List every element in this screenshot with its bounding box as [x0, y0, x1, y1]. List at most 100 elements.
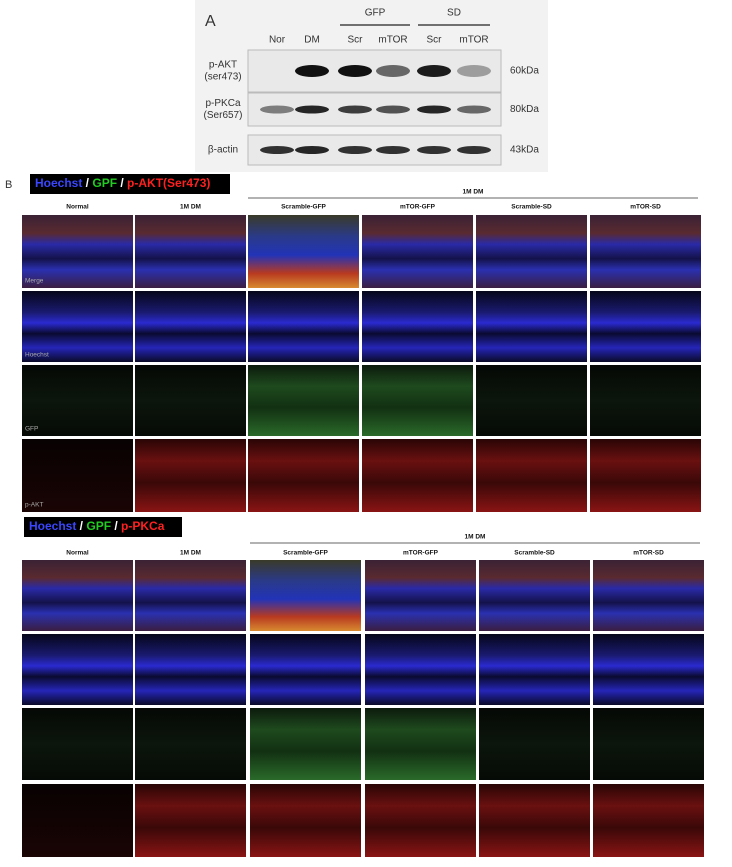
column-label: Scramble-GFP: [281, 204, 326, 211]
lane-label: mTOR: [378, 35, 407, 46]
micrograph: [479, 560, 590, 631]
size-label: 43kDa: [510, 145, 539, 156]
micrograph: [248, 365, 359, 436]
micrograph: [135, 784, 246, 857]
lane-label: Nor: [269, 35, 286, 46]
micrograph: [135, 560, 246, 631]
micrograph: [590, 215, 701, 288]
micrograph: [135, 215, 246, 288]
legend-item: p-PKCa: [121, 519, 165, 533]
separator: /: [117, 176, 127, 190]
micrograph: [362, 365, 473, 436]
band: [417, 146, 451, 154]
micrograph: [362, 215, 473, 288]
channel-label: Hoechst: [25, 352, 49, 359]
lane-label: DM: [304, 35, 320, 46]
micrograph: [248, 215, 359, 288]
channel-label: p-AKT: [25, 502, 43, 509]
band: [338, 105, 372, 114]
micrograph: [248, 291, 359, 362]
micrograph: [22, 439, 133, 512]
band: [295, 65, 329, 77]
column-label: 1M DM: [180, 204, 201, 211]
channel-label: GFP: [25, 426, 38, 433]
separator: /: [82, 176, 92, 190]
micrograph: [22, 708, 133, 780]
legend-box: [24, 517, 182, 537]
size-label: 60kDa: [510, 66, 539, 77]
micrograph: [593, 708, 704, 780]
column-label: 1M DM: [180, 550, 201, 557]
legend-item: GPF: [92, 176, 117, 190]
column-label: Scramble-SD: [511, 204, 552, 211]
micrograph: [593, 784, 704, 857]
micrograph: [476, 291, 587, 362]
band: [260, 105, 294, 114]
panel-label: A: [205, 13, 216, 30]
micrograph: [250, 708, 361, 780]
band: [295, 146, 329, 154]
band: [376, 65, 410, 77]
micrograph: [135, 365, 246, 436]
separator: /: [76, 519, 86, 533]
micrograph: [365, 560, 476, 631]
column-label: Scramble-SD: [514, 550, 555, 557]
micrograph: [22, 560, 133, 631]
micrograph: [590, 365, 701, 436]
micrograph: [476, 215, 587, 288]
micrograph: [362, 439, 473, 512]
group-label: 1M DM: [465, 534, 486, 541]
micrograph: [250, 784, 361, 857]
lane-label: mTOR: [459, 35, 488, 46]
column-label: Scramble-GFP: [283, 550, 328, 557]
channel-label: Merge: [25, 278, 44, 285]
band: [376, 105, 410, 114]
column-label: mTOR-GFP: [403, 550, 439, 557]
lane-label: Scr: [427, 35, 443, 46]
micrograph: [479, 708, 590, 780]
group-label: GFP: [365, 8, 386, 19]
band: [457, 146, 491, 154]
micrograph: [135, 291, 246, 362]
micrograph: [22, 215, 133, 288]
group-label: SD: [447, 8, 461, 19]
micrograph: [590, 291, 701, 362]
legend-box: [30, 174, 230, 194]
micrograph: [365, 634, 476, 705]
micrograph: [22, 365, 133, 436]
micrograph: [362, 291, 473, 362]
band: [457, 105, 491, 114]
blot: [247, 49, 502, 93]
row-label: p-PKCa: [205, 98, 240, 109]
band: [417, 65, 451, 77]
group-label: 1M DM: [463, 189, 484, 196]
legend-item: Hoechst: [35, 176, 82, 190]
column-label: Normal: [66, 550, 89, 557]
separator: /: [111, 519, 121, 533]
band: [376, 146, 410, 154]
micrograph: [593, 560, 704, 631]
legend-item: p-AKT(Ser473): [127, 176, 210, 190]
lane-label: Scr: [348, 35, 364, 46]
micrograph: [590, 439, 701, 512]
size-label: 80kDa: [510, 104, 539, 115]
panel-label: B: [5, 179, 12, 191]
row-label: p-AKT: [209, 60, 237, 71]
column-label: mTOR-SD: [633, 550, 664, 557]
row-sublabel: (ser473): [204, 72, 241, 83]
micrograph: [479, 634, 590, 705]
micrograph: [135, 634, 246, 705]
micrograph: [248, 439, 359, 512]
micrograph: [22, 291, 133, 362]
band: [417, 105, 451, 114]
row-label: β-actin: [208, 145, 238, 156]
column-label: Normal: [66, 204, 89, 211]
micrograph: [135, 708, 246, 780]
micrograph: [22, 784, 133, 857]
legend-item: Hoechst: [29, 519, 76, 533]
legend: Hoechst / GPF / p-AKT(Ser473): [35, 176, 210, 190]
micrograph: [593, 634, 704, 705]
legend: Hoechst / GPF / p-PKCa: [29, 519, 165, 533]
band: [457, 65, 491, 77]
